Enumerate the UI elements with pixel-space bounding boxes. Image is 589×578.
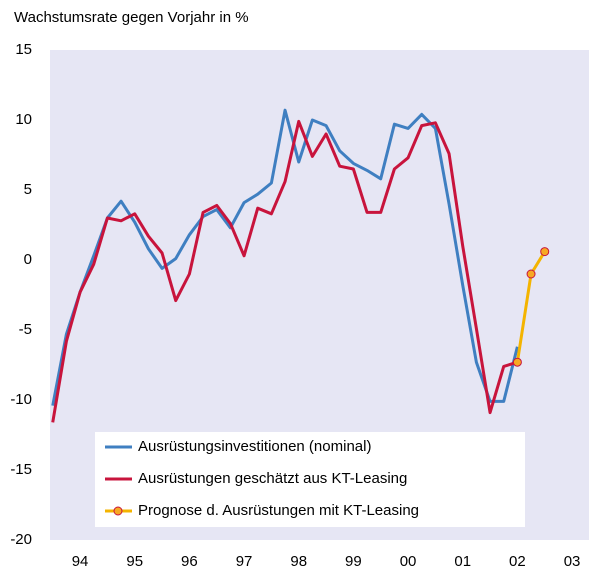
- y-tick-label: -15: [10, 461, 32, 478]
- x-tick-label: 02: [509, 553, 526, 570]
- series-marker: [512, 357, 522, 367]
- x-tick-label: 01: [454, 553, 471, 570]
- chart-title: Wachstumsrate gegen Vorjahr in %: [14, 9, 249, 26]
- series-marker: [540, 247, 550, 257]
- x-tick-label: 98: [290, 553, 307, 570]
- y-tick-label: 10: [15, 111, 32, 128]
- x-tick-label: 00: [400, 553, 417, 570]
- y-tick-label: -5: [19, 321, 32, 338]
- y-tick-label: -20: [10, 531, 32, 548]
- legend-label: Prognose d. Ausrüstungen mit KT-Leasing: [138, 502, 419, 519]
- legend-label: Ausrüstungen geschätzt aus KT-Leasing: [138, 470, 407, 487]
- legend-label: Ausrüstungsinvestitionen (nominal): [138, 438, 371, 455]
- legend-box: [95, 432, 525, 527]
- series-marker: [526, 269, 536, 279]
- y-tick-label: -10: [10, 391, 32, 408]
- x-tick-label: 94: [72, 553, 89, 570]
- x-tick-label: 03: [564, 553, 581, 570]
- x-tick-label: 95: [126, 553, 143, 570]
- x-tick-label: 96: [181, 553, 198, 570]
- legend-marker: [113, 506, 123, 516]
- series-line: [51, 119, 518, 423]
- x-tick-label: 99: [345, 553, 362, 570]
- y-tick-label: 5: [24, 181, 32, 198]
- y-tick-label: 15: [15, 41, 32, 58]
- y-tick-label: 0: [24, 251, 32, 268]
- x-tick-label: 97: [236, 553, 253, 570]
